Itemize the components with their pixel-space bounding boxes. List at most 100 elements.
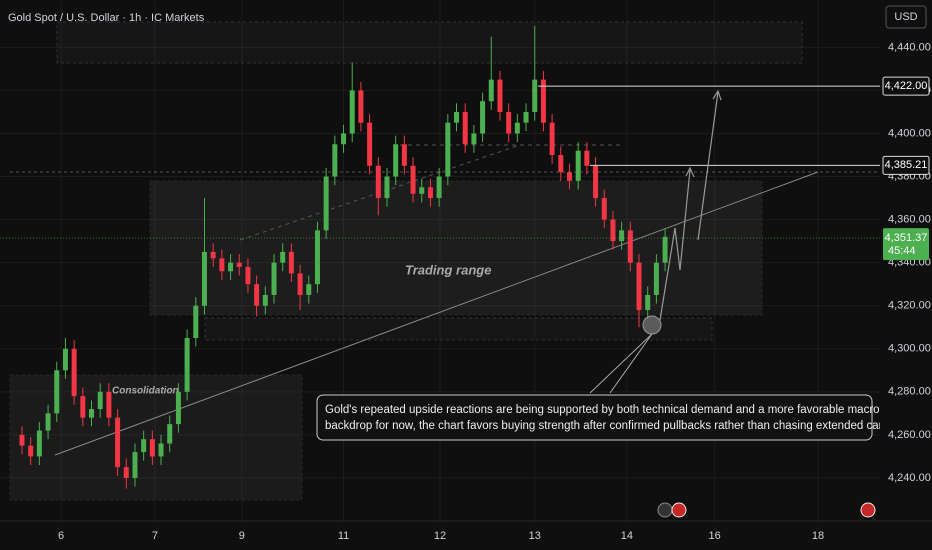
candle-body (410, 165, 416, 194)
callout-pointer (589, 333, 653, 394)
candle-body (488, 79, 494, 102)
candle-body (236, 262, 242, 267)
comment-box (316, 394, 873, 441)
candle-body (384, 176, 390, 199)
candle-body (436, 176, 442, 199)
y-tick-label: 4,360.00 (888, 214, 931, 226)
x-tick-label: 13 (529, 530, 541, 542)
candle-body (427, 187, 433, 199)
candle-body (297, 273, 303, 295)
candle-body (271, 262, 277, 295)
candle-body (158, 443, 164, 457)
event-icon[interactable] (671, 502, 687, 518)
candle-body (523, 111, 529, 123)
level-label: 4,385.21 (885, 159, 928, 171)
candle-body (601, 198, 607, 220)
x-tick-label: 14 (621, 530, 633, 542)
candle-body (575, 150, 581, 181)
candle-body (610, 219, 616, 242)
y-tick-label: 4,240.00 (888, 472, 931, 484)
candle-body (619, 230, 625, 242)
candle-body (332, 144, 338, 177)
support-zone (204, 317, 713, 341)
candle-body (462, 111, 468, 145)
candle-body (262, 294, 268, 306)
countdown-label: 45:44 (888, 245, 916, 257)
candle-body (54, 370, 60, 414)
candle-body (288, 251, 294, 274)
candle-body (549, 122, 555, 156)
candle-body (393, 144, 399, 177)
candle-body (471, 133, 477, 145)
x-tick-label: 6 (58, 530, 64, 542)
x-tick-label: 18 (812, 530, 824, 542)
candle-body (584, 150, 590, 166)
candle-body (358, 90, 364, 123)
top-zone (56, 21, 803, 64)
candle-body (141, 439, 147, 453)
candle-body (280, 251, 286, 263)
y-tick-label: 4,280.00 (888, 386, 931, 398)
x-tick-label: 11 (338, 530, 349, 542)
comment-line: Gold's repeated upside reactions are bei… (325, 404, 880, 416)
trading-range-label: Trading range (405, 262, 491, 277)
candle-body (540, 79, 546, 123)
arrow-head (712, 89, 722, 101)
candle-body (80, 396, 86, 418)
candle-body (19, 434, 25, 446)
arrow-head (685, 166, 695, 178)
candle-body (480, 101, 486, 134)
level-tag (882, 155, 930, 175)
x-tick-label: 12 (434, 530, 446, 542)
x-tick-label: 16 (708, 530, 720, 542)
candle-body (175, 391, 181, 425)
event-icon[interactable] (860, 502, 876, 518)
candle-body (184, 338, 190, 392)
candle-body (71, 348, 77, 397)
x-tick-label: 9 (239, 530, 245, 542)
candle-body (653, 262, 659, 295)
candle-body (45, 413, 51, 431)
y-tick-label: 4,400.00 (888, 127, 931, 139)
candle-body (106, 391, 112, 418)
candle-body (62, 348, 68, 371)
candle-body (201, 251, 207, 306)
candle-body (123, 467, 129, 478)
candle-body (323, 176, 329, 231)
candles (19, 25, 668, 489)
currency-label: USD (894, 11, 917, 23)
candle-body (349, 90, 355, 134)
candle-body (636, 262, 642, 311)
candle-body (245, 266, 251, 285)
comment-line: backdrop for now, the chart favors buyin… (325, 420, 909, 432)
trading-range-zone (149, 180, 763, 316)
candle-body (97, 391, 103, 410)
candle-body (341, 133, 347, 145)
candle-body (593, 165, 599, 199)
candle-body (445, 122, 451, 177)
candle-body (375, 165, 381, 199)
y-tick-label: 4,260.00 (888, 429, 931, 441)
y-tick-label: 4,440.00 (888, 41, 931, 53)
candle-body (132, 452, 138, 478)
event-icon[interactable] (657, 502, 673, 518)
candle-body (514, 122, 520, 134)
candle-body (228, 262, 234, 272)
level-label: 4,422.00 (885, 80, 928, 92)
candle-body (645, 294, 651, 311)
candle-body (115, 417, 121, 468)
candle-body (454, 111, 460, 123)
candle-body (558, 155, 564, 173)
candle-body (532, 79, 538, 112)
candle-body (566, 172, 572, 181)
candle-body (314, 230, 320, 285)
candle-body (367, 122, 373, 166)
consolidation-label: Consolidation (112, 386, 179, 397)
y-tick-label: 4,300.00 (888, 343, 931, 355)
candle-body (210, 251, 216, 259)
candle-body (627, 230, 633, 263)
candle-body (306, 284, 312, 295)
currency-box (885, 5, 927, 29)
candle-body (167, 424, 173, 444)
